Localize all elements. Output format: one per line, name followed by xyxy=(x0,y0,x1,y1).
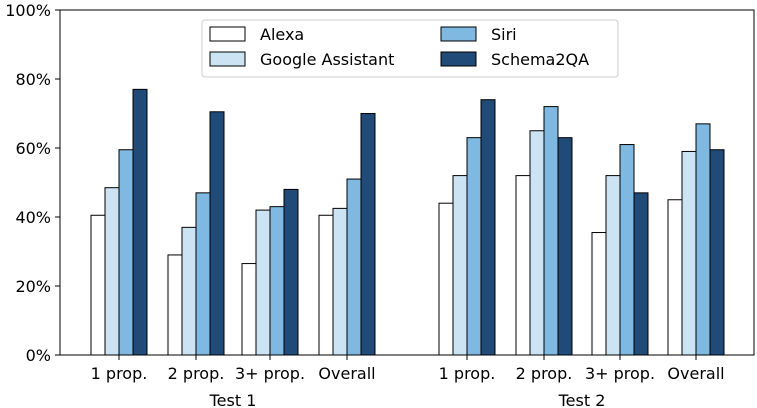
bar-google-assistant-5 xyxy=(452,175,468,356)
bar-schema2qa-3 xyxy=(283,188,299,356)
legend-swatch xyxy=(440,26,477,42)
bars-layer xyxy=(90,88,725,356)
bar-alexa-3 xyxy=(241,263,257,356)
y-tick-label: 60% xyxy=(15,139,51,158)
y-tick-label: 0% xyxy=(26,346,51,365)
x-tick-label: Overall xyxy=(318,364,375,383)
axis-layer: 0% 20% 40% 60% 80% 100% 1 prop. 2 prop. 3+ prop.… xyxy=(5,1,755,408)
x-tick-label: 2 prop. xyxy=(516,364,573,383)
y-tick-label: 100% xyxy=(5,1,51,20)
legend-label: Google Assistant xyxy=(260,50,394,69)
bar-google-assistant-6 xyxy=(529,130,545,356)
bar-alexa-4 xyxy=(318,214,334,356)
y-tick-label: 20% xyxy=(15,277,51,296)
bar-siri-2 xyxy=(195,192,211,356)
legend-label: Alexa xyxy=(260,25,304,44)
bar-alexa-1 xyxy=(90,214,106,356)
bar-google-assistant-4 xyxy=(332,207,348,356)
group-label: Test 2 xyxy=(558,391,606,408)
bar-google-assistant-3 xyxy=(255,209,271,356)
legend-label: Siri xyxy=(491,25,517,44)
bar-alexa-2 xyxy=(167,254,183,356)
x-tick-label: 1 prop. xyxy=(439,364,496,383)
x-tick-label: 1 prop. xyxy=(91,364,148,383)
legend-swatch xyxy=(440,51,477,67)
legend-swatch xyxy=(209,51,246,67)
bar-schema2qa-2 xyxy=(209,111,225,356)
bar-google-assistant-2 xyxy=(181,226,197,356)
bar-siri-8 xyxy=(695,123,711,356)
legend-swatch xyxy=(209,26,246,42)
bar-schema2qa-7 xyxy=(633,192,649,356)
x-tick-label: 2 prop. xyxy=(168,364,225,383)
y-tick-label: 40% xyxy=(15,208,51,227)
x-tick-label: Overall xyxy=(667,364,724,383)
bar-siri-3 xyxy=(269,206,285,356)
x-tick-label: 3+ prop. xyxy=(235,364,305,383)
bar-siri-5 xyxy=(466,137,482,356)
legend-box xyxy=(201,19,619,78)
legend: Alexa Google Assistant Siri Schema2QA xyxy=(201,19,619,78)
y-tick-label: 80% xyxy=(15,70,51,89)
bar-alexa-6 xyxy=(515,175,531,356)
bar-schema2qa-6 xyxy=(557,137,573,356)
bar-alexa-5 xyxy=(438,202,454,356)
bar-schema2qa-8 xyxy=(709,149,725,356)
bar-siri-4 xyxy=(346,178,362,356)
bar-schema2qa-1 xyxy=(132,88,148,356)
bar-siri-6 xyxy=(543,106,559,356)
bar-alexa-7 xyxy=(591,232,607,356)
bar-schema2qa-5 xyxy=(480,99,496,356)
bar-siri-7 xyxy=(619,144,635,356)
bar-google-assistant-8 xyxy=(681,150,697,356)
legend-label: Schema2QA xyxy=(491,50,589,69)
x-tick-label: 3+ prop. xyxy=(585,364,655,383)
plot-frame xyxy=(59,9,755,356)
group-label: Test 1 xyxy=(209,391,257,408)
bar-google-assistant-1 xyxy=(104,187,120,356)
bar-schema2qa-4 xyxy=(360,113,376,356)
bar-google-assistant-7 xyxy=(605,175,621,356)
bar-alexa-8 xyxy=(667,199,683,356)
bar-siri-1 xyxy=(118,149,134,356)
